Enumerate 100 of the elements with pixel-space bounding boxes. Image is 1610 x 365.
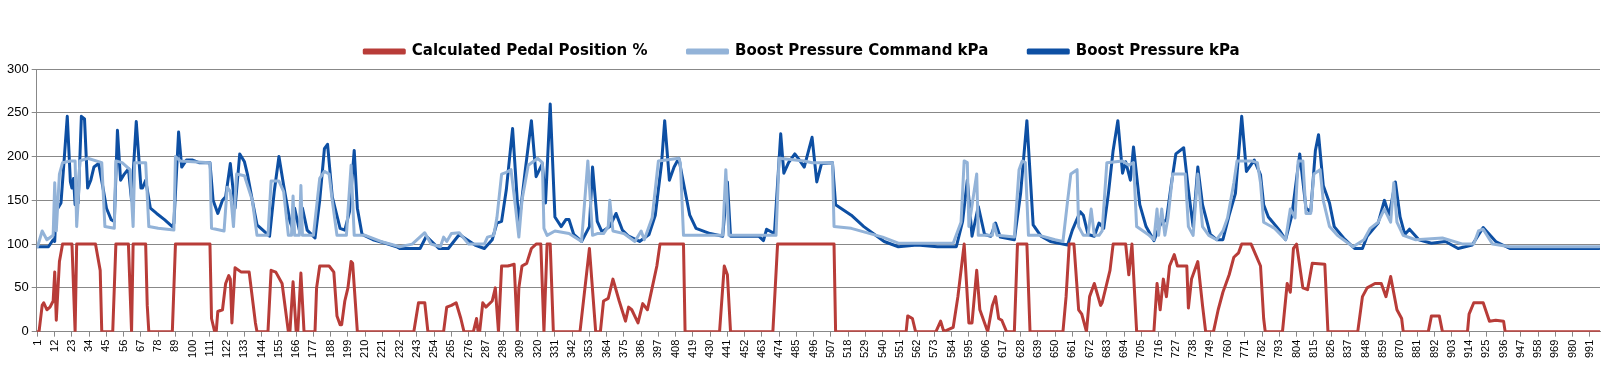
x-tick-label: 496 — [806, 339, 819, 359]
x-tick-label: 760 — [1220, 339, 1233, 359]
x-tick-label: 628 — [1013, 339, 1026, 359]
x-tick-label: 947 — [1513, 339, 1526, 359]
x-tick-label: 1 — [30, 339, 43, 346]
x-tick-label: 309 — [513, 339, 526, 359]
x-tick-label: 793 — [1272, 339, 1285, 359]
x-tick-label: 89 — [168, 339, 181, 352]
x-tick-label: 749 — [1203, 339, 1216, 359]
x-tick-label: 177 — [306, 339, 319, 359]
x-tick-label: 397 — [651, 339, 664, 359]
x-tick-label: 705 — [1134, 339, 1147, 359]
x-tick-label: 980 — [1565, 339, 1578, 359]
x-tick-label: 782 — [1255, 339, 1268, 359]
x-tick-label: 826 — [1324, 339, 1337, 359]
x-tick-label: 507 — [823, 339, 836, 359]
x-tick-label: 45 — [99, 339, 112, 352]
x-tick-label: 661 — [1065, 339, 1078, 359]
x-tick-label: 342 — [565, 339, 578, 359]
x-tick-label: 991 — [1582, 339, 1595, 359]
x-tick-label: 584 — [944, 339, 957, 359]
x-tick-label: 67 — [133, 339, 146, 352]
x-tick-label: 122 — [220, 339, 233, 359]
x-tick-label: 606 — [979, 339, 992, 359]
x-tick-label: 518 — [841, 339, 854, 359]
x-tick-label: 265 — [444, 339, 457, 359]
x-tick-label: 914 — [1462, 339, 1475, 359]
x-tick-label: 936 — [1496, 339, 1509, 359]
legend-label: Boost Pressure kPa — [1075, 41, 1240, 60]
x-tick-label: 859 — [1375, 339, 1388, 359]
legend-label: Calculated Pedal Position % — [411, 41, 648, 60]
x-tick-label: 430 — [703, 339, 716, 359]
x-tick-label: 969 — [1548, 339, 1561, 359]
x-tick-label: 452 — [737, 339, 750, 359]
x-tick-label: 353 — [582, 339, 595, 359]
x-tick-label: 56 — [116, 339, 129, 352]
x-tick-label: 210 — [358, 339, 371, 359]
x-tick-label: 166 — [289, 339, 302, 359]
x-tick-label: 958 — [1531, 339, 1544, 359]
x-tick-label: 144 — [254, 339, 267, 359]
x-tick-label: 903 — [1444, 339, 1457, 359]
y-tick-label: 50 — [14, 279, 29, 295]
x-tick-label: 155 — [271, 339, 284, 359]
y-tick-label: 300 — [6, 60, 29, 76]
x-tick-label: 364 — [599, 339, 612, 359]
x-tick-label: 595 — [961, 339, 974, 359]
x-tick-label: 100 — [185, 339, 198, 359]
x-tick-label: 639 — [1030, 339, 1043, 359]
x-tick-label: 111 — [202, 339, 215, 357]
x-tick-label: 243 — [409, 339, 422, 359]
x-tick-label: 562 — [910, 339, 923, 359]
x-tick-label: 870 — [1393, 339, 1406, 359]
x-tick-label: 463 — [754, 339, 767, 359]
x-tick-label: 287 — [478, 339, 491, 359]
x-tick-label: 683 — [1099, 339, 1112, 359]
x-tick-label: 848 — [1358, 339, 1371, 359]
x-tick-label: 551 — [892, 339, 905, 359]
x-tick-label: 254 — [427, 339, 440, 359]
x-tick-label: 925 — [1479, 339, 1492, 359]
x-tick-label: 650 — [1048, 339, 1061, 359]
x-tick-label: 12 — [47, 339, 60, 352]
y-tick-label: 100 — [6, 235, 29, 251]
x-tick-label: 771 — [1237, 339, 1250, 359]
legend-label: Boost Pressure Command kPa — [735, 41, 989, 60]
x-tick-label: 419 — [685, 339, 698, 359]
x-tick-label: 617 — [996, 339, 1009, 359]
x-tick-label: 573 — [927, 339, 940, 359]
x-tick-label: 529 — [858, 339, 871, 359]
y-tick-label: 0 — [21, 323, 29, 339]
x-tick-label: 23 — [65, 339, 77, 352]
x-tick-label: 408 — [668, 339, 681, 359]
x-tick-label: 133 — [237, 339, 250, 359]
x-tick-label: 540 — [875, 339, 888, 359]
x-tick-label: 441 — [720, 339, 733, 359]
x-tick-label: 727 — [1168, 339, 1181, 359]
y-tick-label: 150 — [6, 191, 29, 207]
y-tick-label: 250 — [6, 104, 29, 120]
x-tick-label: 474 — [772, 339, 785, 359]
x-tick-label: 34 — [82, 339, 95, 352]
x-tick-label: 375 — [616, 339, 629, 359]
x-tick-label: 815 — [1306, 339, 1319, 359]
x-tick-label: 188 — [323, 339, 336, 359]
x-tick-label: 78 — [151, 339, 164, 352]
x-tick-label: 804 — [1289, 339, 1302, 359]
x-tick-label: 716 — [1151, 339, 1164, 359]
x-tick-label: 199 — [340, 339, 353, 359]
x-tick-label: 298 — [496, 339, 509, 359]
x-tick-label: 320 — [530, 339, 543, 359]
x-tick-label: 331 — [547, 339, 560, 359]
x-tick-label: 276 — [461, 339, 474, 359]
x-tick-label: 881 — [1410, 339, 1423, 359]
x-tick-label: 485 — [789, 339, 802, 359]
x-tick-label: 386 — [634, 339, 647, 359]
x-tick-label: 892 — [1427, 339, 1440, 359]
x-tick-label: 738 — [1186, 339, 1199, 359]
x-tick-label: 672 — [1082, 339, 1095, 359]
x-tick-label: 232 — [392, 339, 405, 359]
x-tick-label: 221 — [375, 339, 388, 359]
x-tick-label: 694 — [1117, 339, 1130, 359]
x-tick-label: 837 — [1341, 339, 1354, 359]
